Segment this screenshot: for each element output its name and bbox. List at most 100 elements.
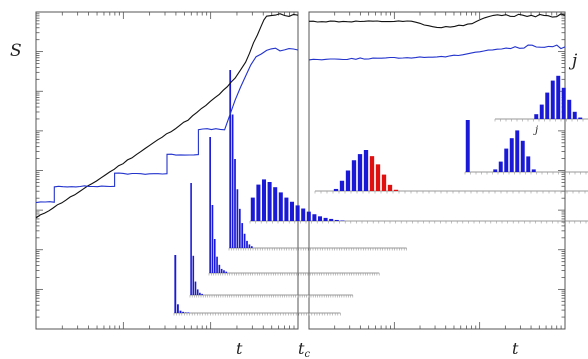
histogram-bar (301, 208, 306, 221)
histogram-bar (246, 240, 248, 248)
left-series-j-line (35, 47, 299, 204)
histogram-bar (184, 312, 187, 313)
histogram-bar (187, 312, 190, 313)
histogram-3 (208, 137, 380, 276)
histogram-bar (190, 183, 192, 295)
histogram-bar (194, 281, 197, 295)
histogram-bar (561, 87, 566, 119)
histogram-bar (323, 217, 328, 221)
series-lines (35, 13, 566, 219)
histogram-bar (229, 70, 232, 248)
histogram-bar (578, 117, 583, 119)
x-axis-label-left: t (236, 339, 243, 358)
histogram-bar (182, 311, 185, 313)
histogram-bar (211, 205, 214, 273)
histogram-bar (284, 197, 289, 221)
histogram-bar (176, 304, 179, 313)
histogram-bar (192, 255, 195, 295)
histogram-bar (216, 256, 218, 273)
histogram-bar (381, 174, 387, 191)
histogram-bar (526, 156, 531, 172)
histogram-bar (199, 292, 201, 295)
histogram-bar (267, 182, 272, 221)
histogram-bar (520, 140, 525, 172)
left-series-s-line (35, 13, 299, 219)
x-axis-label-mid: tc (298, 339, 310, 359)
histogram-bar (387, 184, 393, 191)
histogram-bar (225, 271, 228, 273)
histogram-bar (256, 184, 261, 221)
histogram-bar (531, 169, 536, 172)
histogram-bar (201, 293, 203, 295)
histogram-bar (273, 187, 278, 221)
histogram-bar (248, 244, 251, 248)
histogram-bar (375, 164, 381, 191)
x-axis-label-right: t (512, 339, 519, 358)
histogram-bar (393, 189, 399, 191)
axis-ticks (35, 12, 565, 330)
histograms (173, 70, 588, 316)
histogram-bar (351, 160, 357, 191)
x-axis-label-mid-main: t (298, 339, 305, 358)
histogram-bar (539, 104, 544, 119)
histogram-bar (295, 205, 300, 221)
histogram-bar (223, 270, 225, 273)
histogram-4 (228, 70, 407, 251)
histogram-bar (545, 92, 550, 119)
histogram-bar (289, 201, 295, 221)
histogram-bar (493, 169, 498, 172)
histogram-bar (196, 289, 199, 295)
histogram-bar (250, 246, 253, 248)
histogram-bar (567, 99, 572, 119)
histogram-bar (363, 150, 369, 191)
histogram-bar (220, 268, 223, 273)
histogram-bar (306, 211, 311, 221)
right-series-s-line (308, 13, 566, 29)
histogram-bar (329, 218, 334, 221)
histogram-bar (317, 216, 323, 221)
histogram-8 (494, 75, 588, 122)
histogram-bar (345, 170, 351, 191)
histogram-bar (357, 154, 363, 191)
histogram-bar (243, 233, 246, 248)
histogram-bar (236, 189, 239, 248)
histogram-bar (572, 111, 577, 119)
y-axis-label-right: j (568, 51, 578, 71)
histogram-bar (234, 159, 236, 248)
histogram-bar (179, 310, 182, 313)
histogram-bar (231, 114, 234, 248)
histogram-bar (534, 114, 539, 119)
histogram-bar (340, 220, 345, 221)
histogram-bar (515, 130, 520, 172)
histogram-bar (312, 214, 317, 221)
histogram-7 (464, 120, 588, 175)
histogram-bar (261, 179, 267, 221)
histogram-bar (504, 148, 509, 172)
histogram-bar (556, 75, 561, 119)
histogram-bar (250, 197, 255, 221)
right-series-j-line (308, 44, 566, 61)
histogram-bar (465, 120, 470, 172)
histogram-bar (218, 264, 221, 273)
histogram-bar (369, 156, 375, 191)
histogram-bar (509, 138, 514, 172)
histogram-bar (238, 208, 241, 248)
inset-axis-label: j (533, 125, 538, 136)
histogram-bar (241, 223, 244, 248)
histogram-bar (498, 161, 503, 172)
histogram-2 (189, 183, 354, 298)
histogram-bar (550, 80, 555, 119)
histogram-bar (334, 219, 339, 221)
histogram-bar (174, 255, 177, 313)
histogram-bar (333, 188, 339, 191)
histogram-1 (173, 255, 341, 316)
histogram-6 (314, 150, 588, 194)
histogram-5 (249, 179, 588, 224)
histogram-bar (278, 192, 283, 221)
histogram-bar (209, 137, 211, 273)
x-axis-label-mid-subscript: c (304, 349, 310, 359)
histogram-bar (339, 180, 345, 191)
y-axis-label-left: S (10, 41, 22, 61)
histogram-bar (213, 239, 216, 273)
